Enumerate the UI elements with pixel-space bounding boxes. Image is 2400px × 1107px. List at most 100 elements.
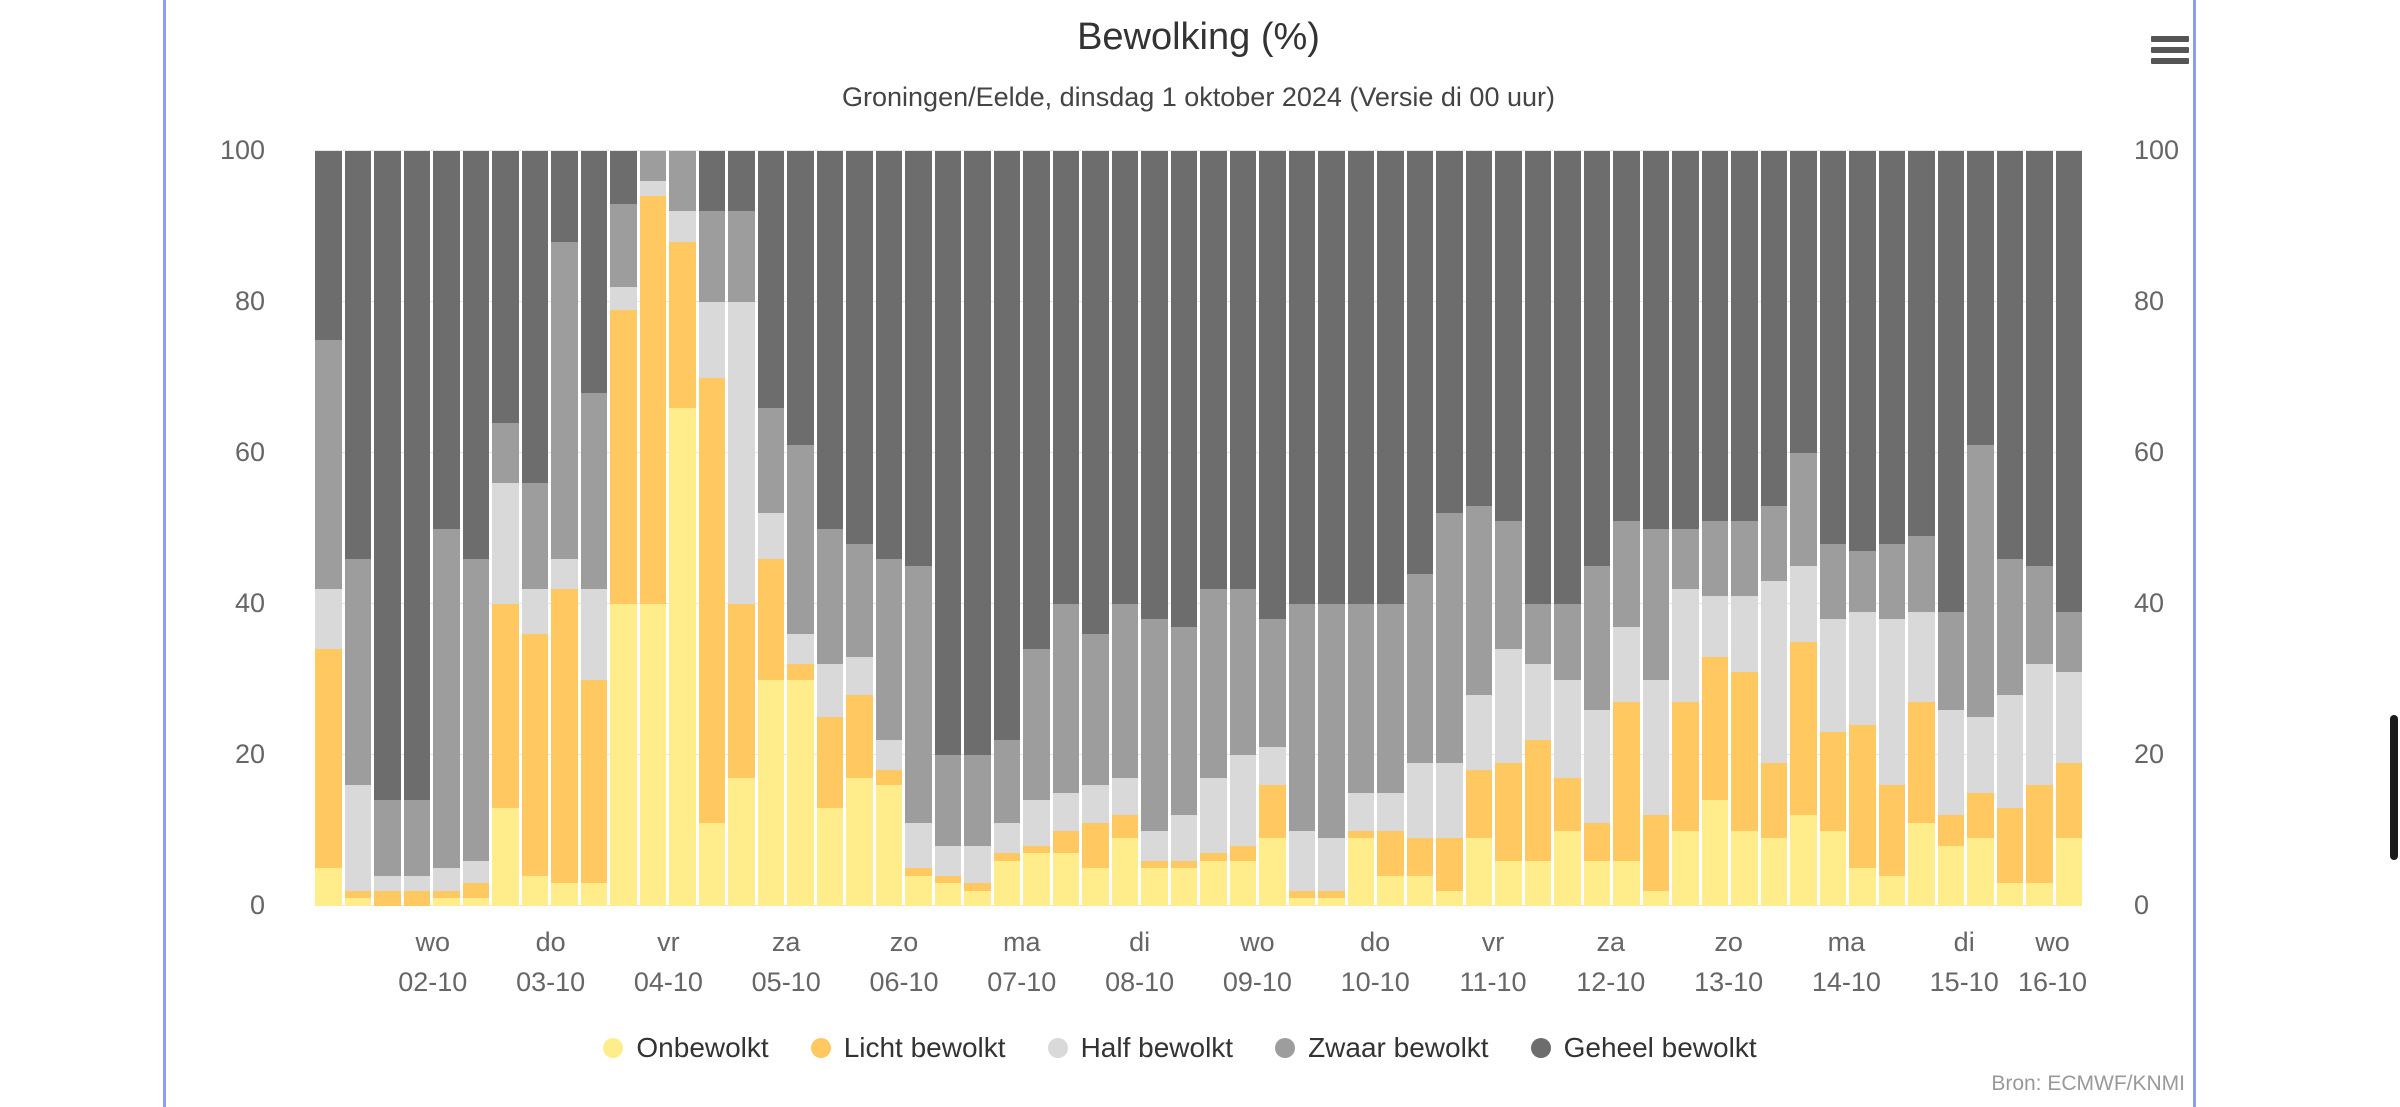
bar[interactable] [492, 151, 519, 906]
bar-segment-geheel-bewolkt[interactable] [905, 151, 932, 567]
bar-segment-geheel-bewolkt[interactable] [1819, 151, 1846, 544]
bar[interactable] [1082, 151, 1109, 906]
bar[interactable] [2055, 151, 2082, 906]
bar-segment-half-bewolkt[interactable] [610, 286, 637, 310]
bar-segment-onbewolkt[interactable] [816, 807, 843, 906]
bar[interactable] [1849, 151, 1876, 906]
bar-segment-geheel-bewolkt[interactable] [934, 151, 961, 756]
bar-segment-half-bewolkt[interactable] [905, 822, 932, 869]
bar-segment-zwaar-bewolkt[interactable] [875, 558, 902, 740]
bar-segment-geheel-bewolkt[interactable] [1288, 151, 1315, 605]
bar-segment-half-bewolkt[interactable] [1023, 800, 1050, 846]
bar-segment-zwaar-bewolkt[interactable] [1111, 604, 1138, 778]
bar-segment-geheel-bewolkt[interactable] [315, 151, 342, 340]
bar-segment-licht-bewolkt[interactable] [1731, 671, 1758, 831]
bar-segment-onbewolkt[interactable] [2026, 883, 2053, 906]
bar-segment-onbewolkt[interactable] [728, 777, 755, 906]
bar-segment-half-bewolkt[interactable] [1229, 755, 1256, 846]
bar[interactable] [1731, 151, 1758, 906]
bar-segment-onbewolkt[interactable] [1849, 868, 1876, 906]
bar-segment-half-bewolkt[interactable] [1642, 679, 1669, 816]
bar-segment-onbewolkt[interactable] [1878, 875, 1905, 906]
bar-segment-licht-bewolkt[interactable] [698, 377, 725, 823]
bar-segment-geheel-bewolkt[interactable] [1554, 151, 1581, 605]
bar-segment-half-bewolkt[interactable] [1731, 596, 1758, 672]
bar-segment-onbewolkt[interactable] [1908, 822, 1935, 906]
bar-segment-licht-bewolkt[interactable] [1554, 777, 1581, 831]
bar-segment-half-bewolkt[interactable] [1465, 694, 1492, 771]
bar-segment-licht-bewolkt[interactable] [580, 679, 607, 884]
bar-segment-zwaar-bewolkt[interactable] [934, 755, 961, 846]
bar[interactable] [1465, 151, 1492, 906]
bar-segment-licht-bewolkt[interactable] [1908, 702, 1935, 823]
bar-segment-onbewolkt[interactable] [1200, 860, 1227, 906]
bar-segment-half-bewolkt[interactable] [580, 588, 607, 680]
bar-segment-zwaar-bewolkt[interactable] [1436, 513, 1463, 763]
bar-segment-half-bewolkt[interactable] [492, 483, 519, 605]
bar-segment-onbewolkt[interactable] [1259, 838, 1286, 906]
bar-segment-zwaar-bewolkt[interactable] [964, 755, 991, 846]
bar-segment-licht-bewolkt[interactable] [816, 717, 843, 808]
bar-segment-geheel-bewolkt[interactable] [1672, 151, 1699, 529]
bar-segment-geheel-bewolkt[interactable] [787, 151, 814, 446]
bar-segment-half-bewolkt[interactable] [1996, 694, 2023, 808]
bar-segment-licht-bewolkt[interactable] [1111, 815, 1138, 839]
bar-segment-zwaar-bewolkt[interactable] [1259, 619, 1286, 748]
bar-segment-onbewolkt[interactable] [1790, 815, 1817, 906]
bar-segment-onbewolkt[interactable] [344, 898, 371, 906]
bar[interactable] [669, 151, 696, 906]
bar-segment-half-bewolkt[interactable] [2055, 671, 2082, 763]
bar[interactable] [344, 151, 371, 906]
bar-segment-zwaar-bewolkt[interactable] [1347, 604, 1374, 793]
bar-segment-zwaar-bewolkt[interactable] [1672, 528, 1699, 589]
bar-segment-geheel-bewolkt[interactable] [698, 151, 725, 212]
bar-segment-licht-bewolkt[interactable] [1878, 785, 1905, 876]
bar-segment-geheel-bewolkt[interactable] [1229, 151, 1256, 589]
bar-segment-onbewolkt[interactable] [1111, 838, 1138, 906]
bar-segment-zwaar-bewolkt[interactable] [1908, 536, 1935, 612]
bar[interactable] [905, 151, 932, 906]
legend-item-zwaar-bewolkt[interactable]: Zwaar bewolkt [1275, 1032, 1489, 1064]
bar[interactable] [993, 151, 1020, 906]
bar[interactable] [728, 151, 755, 906]
bar-segment-onbewolkt[interactable] [964, 890, 991, 906]
bar-segment-zwaar-bewolkt[interactable] [1082, 634, 1109, 786]
bar[interactable] [1760, 151, 1787, 906]
bar[interactable] [403, 151, 430, 906]
bar-segment-onbewolkt[interactable] [639, 604, 666, 906]
bar-segment-zwaar-bewolkt[interactable] [1967, 445, 1994, 718]
bar-segment-geheel-bewolkt[interactable] [2026, 151, 2053, 567]
bar-segment-geheel-bewolkt[interactable] [1200, 151, 1227, 589]
bar-segment-half-bewolkt[interactable] [1849, 611, 1876, 725]
bar[interactable] [1406, 151, 1433, 906]
bar-segment-half-bewolkt[interactable] [315, 588, 342, 650]
bar-segment-licht-bewolkt[interactable] [1937, 815, 1964, 846]
bar-segment-zwaar-bewolkt[interactable] [757, 407, 784, 514]
bar[interactable] [1967, 151, 1994, 906]
bar-segment-half-bewolkt[interactable] [462, 860, 489, 884]
bar-segment-licht-bewolkt[interactable] [1170, 860, 1197, 869]
bar-segment-half-bewolkt[interactable] [846, 656, 873, 695]
bar-segment-geheel-bewolkt[interactable] [1790, 151, 1817, 454]
bar-segment-licht-bewolkt[interactable] [1819, 732, 1846, 831]
bar-segment-zwaar-bewolkt[interactable] [1583, 566, 1610, 710]
bar-segment-geheel-bewolkt[interactable] [1495, 151, 1522, 521]
bar-segment-half-bewolkt[interactable] [1790, 566, 1817, 642]
bar-segment-geheel-bewolkt[interactable] [1967, 151, 1994, 446]
bar-segment-onbewolkt[interactable] [1819, 830, 1846, 906]
bar-segment-zwaar-bewolkt[interactable] [610, 203, 637, 287]
bar-segment-onbewolkt[interactable] [1318, 898, 1345, 906]
bar-segment-geheel-bewolkt[interactable] [1996, 151, 2023, 559]
bar-segment-half-bewolkt[interactable] [728, 302, 755, 605]
bar-segment-onbewolkt[interactable] [1495, 860, 1522, 906]
bar-segment-onbewolkt[interactable] [1170, 868, 1197, 906]
bar-segment-geheel-bewolkt[interactable] [1111, 151, 1138, 605]
bar-segment-licht-bewolkt[interactable] [1377, 830, 1404, 876]
bar[interactable] [1288, 151, 1315, 906]
bar-segment-onbewolkt[interactable] [1967, 838, 1994, 906]
bar-segment-half-bewolkt[interactable] [1111, 777, 1138, 816]
bar-segment-licht-bewolkt[interactable] [1642, 815, 1669, 891]
bar-segment-zwaar-bewolkt[interactable] [1996, 558, 2023, 695]
bar-segment-zwaar-bewolkt[interactable] [315, 339, 342, 589]
bar-segment-half-bewolkt[interactable] [1819, 619, 1846, 733]
